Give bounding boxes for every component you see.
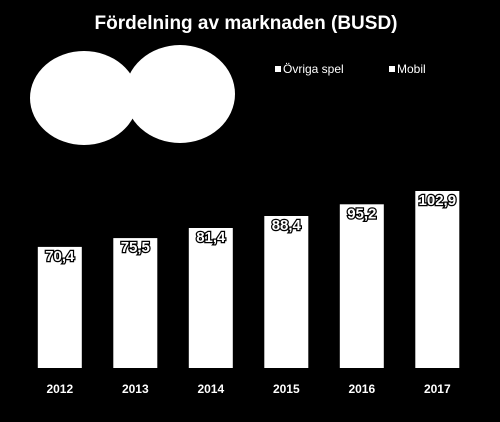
chart-title: Fördelning av marknaden (BUSD) <box>95 13 398 34</box>
legend-item-ovriga-spel: Övriga spel <box>275 62 344 76</box>
value-label-2017: 102,9 <box>419 192 457 209</box>
x-tick-label-2016: 2016 <box>348 382 375 396</box>
bar-2013 <box>113 238 158 368</box>
decorative-circles <box>30 45 235 145</box>
x-tick-label-2013: 2013 <box>122 382 149 396</box>
bar-2012 <box>37 246 82 368</box>
x-tick-label-2017: 2017 <box>424 382 451 396</box>
legend-swatch-mobil <box>389 66 395 72</box>
value-label-2013: 75,5 <box>121 239 150 256</box>
x-tick-label-2012: 2012 <box>46 382 73 396</box>
value-label-2012: 70,4 <box>45 248 75 265</box>
legend-label-ovriga-spel: Övriga spel <box>283 62 344 76</box>
bar-2016 <box>339 204 384 368</box>
decorative-circle-right <box>125 45 235 143</box>
value-label-2014: 81,4 <box>196 229 226 246</box>
value-label-2015: 88,4 <box>272 217 302 234</box>
x-tick-label-2014: 2014 <box>197 382 224 396</box>
bar-2014 <box>188 228 233 368</box>
legend-label-mobil: Mobil <box>397 62 426 76</box>
bar-2017 <box>415 191 460 368</box>
x-axis: 2012 2013 2014 2015 2016 2017 <box>46 382 451 396</box>
bar-series <box>37 191 460 368</box>
decorative-circle-left <box>30 51 138 145</box>
legend-swatch-ovriga-spel <box>275 66 281 72</box>
legend: Övriga spel Mobil <box>275 62 426 76</box>
legend-item-mobil: Mobil <box>389 62 426 76</box>
x-tick-label-2015: 2015 <box>273 382 300 396</box>
value-labels: 70,4 75,5 81,4 88,4 95,2 102,9 <box>44 191 457 266</box>
value-label-2016: 95,2 <box>347 205 376 222</box>
bar-2015 <box>264 216 309 368</box>
